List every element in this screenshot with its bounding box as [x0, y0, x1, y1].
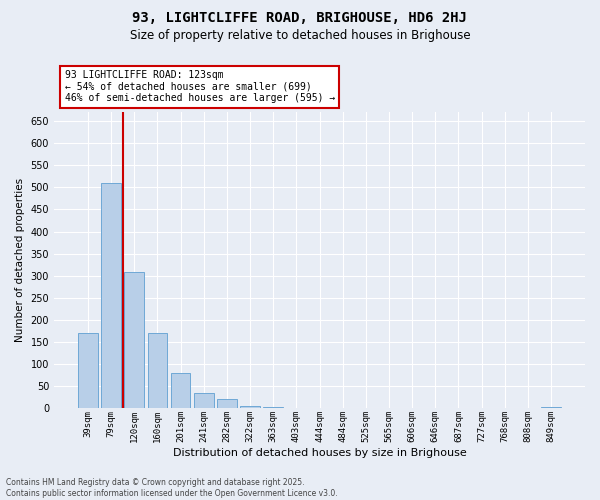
- Bar: [240, 406, 260, 408]
- Y-axis label: Number of detached properties: Number of detached properties: [15, 178, 25, 342]
- X-axis label: Distribution of detached houses by size in Brighouse: Distribution of detached houses by size …: [173, 448, 466, 458]
- Bar: [101, 183, 121, 408]
- Text: Size of property relative to detached houses in Brighouse: Size of property relative to detached ho…: [130, 29, 470, 42]
- Bar: [124, 272, 144, 408]
- Text: 93 LIGHTCLIFFE ROAD: 123sqm
← 54% of detached houses are smaller (699)
46% of se: 93 LIGHTCLIFFE ROAD: 123sqm ← 54% of det…: [65, 70, 335, 103]
- Bar: [148, 333, 167, 408]
- Bar: [194, 393, 214, 408]
- Text: Contains HM Land Registry data © Crown copyright and database right 2025.
Contai: Contains HM Land Registry data © Crown c…: [6, 478, 338, 498]
- Bar: [171, 373, 190, 408]
- Bar: [217, 398, 237, 408]
- Text: 93, LIGHTCLIFFE ROAD, BRIGHOUSE, HD6 2HJ: 93, LIGHTCLIFFE ROAD, BRIGHOUSE, HD6 2HJ: [133, 11, 467, 25]
- Bar: [78, 333, 98, 408]
